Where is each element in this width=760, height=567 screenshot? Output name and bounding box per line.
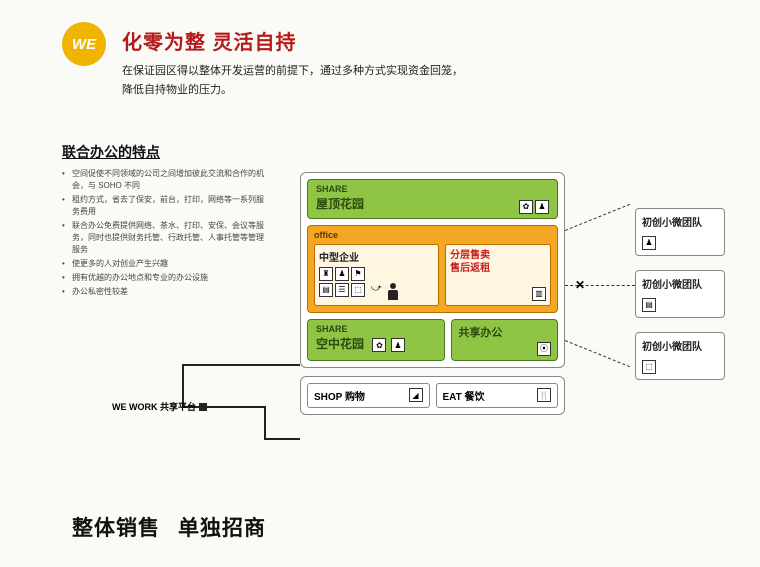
food-icon: 🍴 [537,388,551,402]
building-icon: ▥ [532,287,546,301]
eat-box: EAT 餐饮 🍴 [436,383,559,408]
share-roof-cn: 屋顶花园 [316,195,549,212]
feature-item: 联合办公免费提供网络、茶水、打印、安保、会议等服务，同时也提供财务托管、行政托管… [62,220,267,256]
features-list: 空间促使不同领域的公司之间增加彼此交流和合作的机会，与 SOHO 不同 租约方式… [62,168,267,298]
share-mid-cn: 空中花园 [316,337,364,351]
team-box: 初创小微团队 ⬚ [635,332,725,380]
feature-item: 办公私密性较差 [62,286,267,298]
team-title: 初创小微团队 [642,214,718,229]
biz-icon: ⬚ [351,283,365,297]
eat-label: EAT 餐饮 [443,388,485,403]
feature-item: 使更多的人对创业产生兴趣 [62,258,267,270]
sale-line-1: 分层售卖 [450,249,546,262]
arrow-icon: ⤻ [371,283,382,301]
connector-line [264,438,300,440]
feature-item: 空间促使不同领域的公司之间增加彼此交流和合作的机会，与 SOHO 不同 [62,168,267,192]
page-headline: 化零为整 灵活自持 [122,26,297,55]
sale-box: 分层售卖 售后返租 ▥ [445,244,551,306]
person-icon: ♟ [391,338,405,352]
share-mid-en: SHARE [316,324,436,335]
footer-slogan: 整体销售单独招商 [72,512,266,542]
coshare-box: 共享办公 ⦿ [451,319,558,361]
feature-item: 拥有优越的办公地点和专业的办公设施 [62,272,267,284]
plant-icon: ✿ [519,200,533,214]
connector-line [264,406,266,438]
we-badge: WE [62,22,106,66]
team-icon: ▤ [642,298,656,312]
office-label: office [314,230,551,240]
building-diagram: SHARE 屋顶花园 ✿ ♟ office 中型企业 ♜ ♟ ⚑ ▤ [300,172,565,423]
biz-icon: ☰ [335,283,349,297]
sale-line-2: 售后返租 [450,262,546,275]
page-subtitle: 在保证园区得以整体开发运营的前提下，通过多种方式实现资金回笼， 降低自持物业的压… [122,62,463,99]
shoe-icon: ◢ [409,388,423,402]
person-icon: ♟ [535,200,549,214]
ground-floor: SHOP 购物 ◢ EAT 餐饮 🍴 [300,376,565,415]
square-icon [199,403,207,411]
roof-icons: ✿ ♟ [519,200,549,214]
team-title: 初创小微团队 [642,338,718,353]
dashed-connector [565,340,630,367]
connector-line [182,364,300,366]
shop-box: SHOP 购物 ◢ [307,383,430,408]
person-icon [387,283,399,301]
team-title: 初创小微团队 [642,276,718,291]
wework-text: WE WORK 共享平台 [112,400,196,413]
mid-enterprise-title: 中型企业 [319,249,434,264]
features-panel: 联合办公的特点 空间促使不同领域的公司之间增加彼此交流和合作的机会，与 SOHO… [62,142,267,300]
plant-icon: ✿ [372,338,386,352]
mid-enterprise-box: 中型企业 ♜ ♟ ⚑ ▤ ☰ ⬚ ⤻ [314,244,439,306]
team-icon: ♟ [642,236,656,250]
team-box: 初创小微团队 ▤ [635,270,725,318]
share-mid-box: SHARE 空中花园 ✿ ♟ [307,319,445,361]
sub-line-2: 降低自持物业的压力。 [122,81,463,100]
biz-icon: ▤ [319,283,333,297]
share-roof-en: SHARE [316,184,549,195]
shop-label: SHOP 购物 [314,388,365,403]
sub-line-1: 在保证园区得以整体开发运营的前提下，通过多种方式实现资金回笼， [122,62,463,81]
biz-icon: ♜ [319,267,333,281]
share-roof-box: SHARE 屋顶花园 ✿ ♟ [307,179,558,219]
wework-label: WE WORK 共享平台 [112,400,207,413]
dashed-connector [565,204,630,231]
feature-item: 租约方式，省去了保安，前台，打印，网络等一系列服务费用 [62,194,267,218]
coshare-title: 共享办公 [458,324,551,340]
office-box: office 中型企业 ♜ ♟ ⚑ ▤ ☰ ⬚ ⤻ [307,225,558,313]
footer-b: 单独招商 [178,517,266,540]
team-box: 初创小微团队 ♟ [635,208,725,256]
features-title: 联合办公的特点 [62,142,267,162]
group-icon: ⦿ [537,342,551,356]
x-node-icon: ✕ [575,278,585,292]
right-teams: 初创小微团队 ♟ 初创小微团队 ▤ 初创小微团队 ⬚ [635,208,725,394]
building-outer: SHARE 屋顶花园 ✿ ♟ office 中型企业 ♜ ♟ ⚑ ▤ [300,172,565,368]
biz-icon: ⚑ [351,267,365,281]
biz-icon: ♟ [335,267,349,281]
team-icon: ⬚ [642,360,656,374]
footer-a: 整体销售 [72,517,160,540]
